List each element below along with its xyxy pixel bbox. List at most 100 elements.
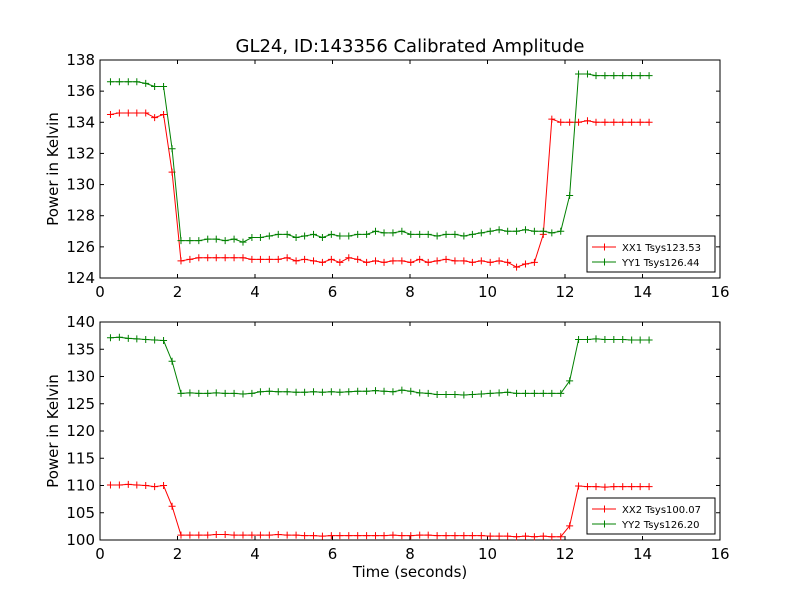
data-point	[495, 257, 503, 265]
data-point	[177, 257, 185, 265]
data-point	[460, 532, 468, 540]
data-point	[645, 336, 653, 344]
data-point	[645, 483, 653, 491]
data-point	[327, 230, 335, 238]
x-tick-label: 2	[173, 283, 183, 301]
data-point	[592, 118, 600, 126]
data-point	[433, 532, 441, 540]
data-point	[407, 258, 415, 266]
data-point	[460, 232, 468, 240]
data-point	[566, 191, 574, 199]
data-point	[557, 227, 565, 235]
data-point	[601, 72, 609, 80]
data-point	[398, 386, 406, 394]
data-point	[619, 118, 627, 126]
x-tick-label: 14	[633, 283, 652, 301]
chart-panel-1: 0 2 4 6 8 10 12 14 16 124 126 128 130 132 134 136 138 GL2…	[44, 36, 730, 301]
y-tick-label: 132	[66, 144, 95, 162]
data-point	[575, 335, 583, 343]
data-point	[221, 389, 229, 397]
data-point	[345, 232, 353, 240]
y-tick-label: 120	[66, 422, 95, 440]
data-point	[212, 389, 220, 397]
data-point	[389, 388, 397, 396]
data-point	[477, 229, 485, 237]
data-point	[195, 254, 203, 262]
data-point	[106, 481, 114, 489]
data-point	[628, 118, 636, 126]
data-point	[248, 389, 256, 397]
x-tick-label: 16	[710, 545, 729, 563]
data-point	[601, 335, 609, 343]
data-point	[504, 388, 512, 396]
data-point	[539, 532, 547, 540]
data-point	[124, 78, 132, 86]
data-point	[292, 388, 300, 396]
data-point	[204, 235, 212, 243]
x-tick-label: 10	[478, 283, 497, 301]
data-point	[212, 235, 220, 243]
data-point	[389, 257, 397, 265]
legend: XX2 Tsys100.07 YY2 Tsys126.20	[586, 497, 716, 535]
y-tick-label: 125	[66, 395, 95, 413]
x-tick-label: 0	[95, 545, 105, 563]
data-point	[318, 258, 326, 266]
data-point	[583, 70, 591, 78]
data-point	[451, 532, 459, 540]
data-point	[160, 82, 168, 90]
x-tick-label: 16	[710, 283, 729, 301]
data-point	[115, 481, 123, 489]
data-point	[619, 483, 627, 491]
data-point	[274, 388, 282, 396]
data-point	[318, 388, 326, 396]
data-point	[327, 388, 335, 396]
y-tick-label: 126	[66, 238, 95, 256]
data-point	[521, 260, 529, 268]
legend-box	[586, 235, 716, 273]
y-tick-label: 115	[66, 449, 95, 467]
data-point	[292, 531, 300, 539]
data-point	[628, 336, 636, 344]
x-tick-label: 2	[173, 545, 183, 563]
data-point	[495, 226, 503, 234]
data-point	[416, 531, 424, 539]
data-point	[345, 532, 353, 540]
data-point	[372, 532, 380, 540]
data-point	[628, 483, 636, 491]
data-point	[221, 237, 229, 245]
data-point	[539, 389, 547, 397]
data-point	[106, 111, 114, 118]
data-point	[645, 72, 653, 80]
x-tick-label: 4	[250, 545, 260, 563]
data-point	[283, 230, 291, 238]
data-point	[628, 72, 636, 80]
data-point	[248, 234, 256, 242]
legend-label: XX1 Tsys123.53	[622, 243, 701, 254]
data-point	[230, 254, 238, 262]
data-point	[575, 482, 583, 490]
data-point	[274, 255, 282, 263]
data-point	[106, 334, 114, 342]
data-point	[442, 532, 450, 540]
data-point	[354, 387, 362, 395]
data-point	[548, 389, 556, 397]
data-point	[389, 531, 397, 539]
data-point	[363, 532, 371, 540]
data-point	[265, 255, 273, 263]
data-point	[416, 230, 424, 238]
data-point	[583, 335, 591, 343]
data-point	[301, 388, 309, 396]
data-point	[133, 481, 141, 489]
data-point	[548, 115, 556, 123]
data-point	[380, 258, 388, 266]
data-point	[327, 532, 335, 540]
y-tick-label: 140	[66, 313, 95, 331]
data-point	[265, 232, 273, 240]
data-point	[380, 532, 388, 540]
data-point	[239, 390, 247, 398]
data-point	[115, 78, 123, 86]
data-point	[221, 531, 229, 539]
data-point	[124, 334, 132, 342]
data-point	[539, 227, 547, 235]
data-point	[124, 480, 132, 488]
